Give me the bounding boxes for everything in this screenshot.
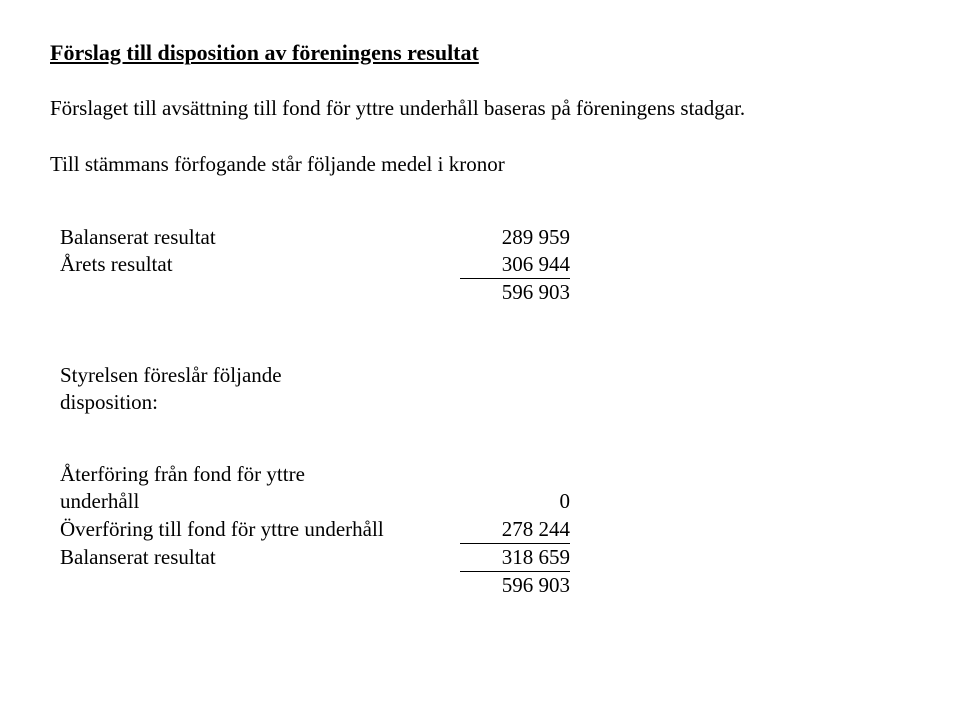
intro-paragraph-2: Till stämmans förfogande står följande m… xyxy=(50,150,910,178)
row-value: 318 659 xyxy=(460,544,570,572)
row-label: Balanserat resultat xyxy=(60,544,460,572)
table-row: Balanserat resultat318 659 xyxy=(60,544,910,572)
row-value: 289 959 xyxy=(460,224,570,251)
result-table: Balanserat resultat289 959Årets resultat… xyxy=(60,224,910,307)
row-value: 596 903 xyxy=(460,572,570,599)
row-label: Årets resultat xyxy=(60,251,460,279)
row-label: underhåll xyxy=(60,488,460,515)
row-value: 306 944 xyxy=(460,251,570,279)
row-value: 0 xyxy=(460,488,570,515)
intro-paragraph-1: Förslaget till avsättning till fond för … xyxy=(50,94,910,122)
table-row: 596 903 xyxy=(60,572,910,599)
disposition-subheading: Styrelsen föreslår följande disposition: xyxy=(60,362,910,417)
row-label xyxy=(60,572,460,599)
subheading-line-2: disposition: xyxy=(60,389,910,416)
row-label xyxy=(60,279,460,306)
row-value: 596 903 xyxy=(460,279,570,306)
disposition-table: Återföring från fond för yttreunderhåll0… xyxy=(60,461,910,599)
table-row: Överföring till fond för yttre underhåll… xyxy=(60,516,910,544)
table-row: Balanserat resultat289 959 xyxy=(60,224,910,251)
table-row: Återföring från fond för yttre xyxy=(60,461,910,488)
table-row: underhåll0 xyxy=(60,488,910,515)
table-row: Årets resultat306 944 xyxy=(60,251,910,279)
row-value xyxy=(460,461,570,488)
table-row: 596 903 xyxy=(60,279,910,306)
page-title: Förslag till disposition av föreningens … xyxy=(50,40,910,66)
row-label: Balanserat resultat xyxy=(60,224,460,251)
row-label: Återföring från fond för yttre xyxy=(60,461,460,488)
row-label: Överföring till fond för yttre underhåll xyxy=(60,516,460,544)
subheading-line-1: Styrelsen föreslår följande xyxy=(60,362,910,389)
row-value: 278 244 xyxy=(460,516,570,544)
